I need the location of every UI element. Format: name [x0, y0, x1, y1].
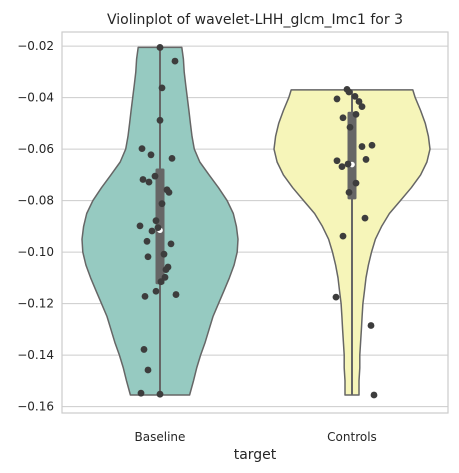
strip-point — [367, 322, 375, 329]
strip-point — [358, 143, 366, 150]
y-tick-label: −0.16 — [17, 400, 54, 414]
strip-point — [156, 44, 164, 51]
x-axis-label: target — [234, 447, 277, 463]
strip-point — [351, 92, 359, 100]
strip-point — [332, 293, 340, 301]
y-tick-label: −0.12 — [17, 297, 54, 311]
strip-point — [162, 266, 170, 274]
strip-point — [158, 84, 166, 92]
y-tick-label: −0.02 — [17, 39, 54, 53]
strip-point — [165, 188, 173, 196]
strip-point — [345, 188, 353, 196]
strip-point — [339, 232, 347, 240]
strip-point — [160, 250, 168, 258]
strip-point — [346, 123, 354, 131]
strip-point — [152, 287, 160, 295]
strip-point — [333, 157, 341, 165]
strip-point — [144, 366, 152, 374]
strip-point — [158, 200, 166, 208]
strip-point — [370, 391, 378, 399]
strip-point — [344, 160, 352, 168]
strip-point — [143, 237, 151, 245]
strip-point — [161, 273, 169, 281]
strip-point — [147, 151, 155, 159]
strip-point — [151, 172, 159, 180]
strip-point — [338, 163, 346, 171]
strip-point — [144, 253, 152, 261]
y-tick-labels: −0.02 −0.04 −0.06 −0.08 −0.10 −0.12 −0.14 −0.16 — [17, 39, 54, 413]
chart-title: Violinplot of wavelet-LHH_glcm_Imc1 for … — [107, 12, 403, 28]
y-tick-label: −0.08 — [17, 194, 54, 208]
y-tick-label: −0.06 — [17, 142, 54, 156]
strip-point — [148, 227, 156, 235]
strip-point — [145, 178, 153, 186]
violins — [81, 46, 431, 396]
strip-point — [168, 154, 176, 162]
strip-point — [333, 95, 341, 103]
strip-point — [167, 240, 175, 248]
strip-point — [137, 389, 145, 397]
strip-point — [141, 292, 149, 300]
y-tick-label: −0.14 — [17, 348, 54, 362]
strip-point — [140, 346, 148, 353]
strip-point — [368, 141, 376, 149]
strip-point — [156, 390, 164, 398]
strip-point — [157, 278, 165, 286]
strip-point — [152, 217, 160, 225]
strip-point — [138, 145, 146, 153]
strip-point — [136, 222, 144, 230]
strip-point — [362, 156, 370, 163]
strip-point — [154, 224, 162, 232]
strip-point — [156, 116, 164, 124]
x-tick-label: Controls — [327, 430, 377, 444]
strip-point — [139, 176, 147, 183]
strip-point — [361, 214, 369, 222]
strip-point — [358, 103, 366, 111]
violin-iqr-box — [347, 111, 357, 200]
strip-point — [352, 110, 360, 118]
y-tick-label: −0.10 — [17, 245, 54, 259]
strip-points — [136, 44, 378, 399]
strip-point — [171, 57, 179, 65]
x-tick-labels: Baseline Controls — [135, 430, 377, 444]
strip-point — [345, 88, 353, 96]
strip-point — [172, 291, 180, 298]
strip-point — [352, 179, 360, 187]
strip-point — [339, 114, 347, 122]
strip-point — [355, 98, 363, 105]
y-tick-label: −0.04 — [17, 91, 54, 105]
plot-frame — [61, 31, 449, 414]
x-tick-label: Baseline — [135, 430, 186, 444]
